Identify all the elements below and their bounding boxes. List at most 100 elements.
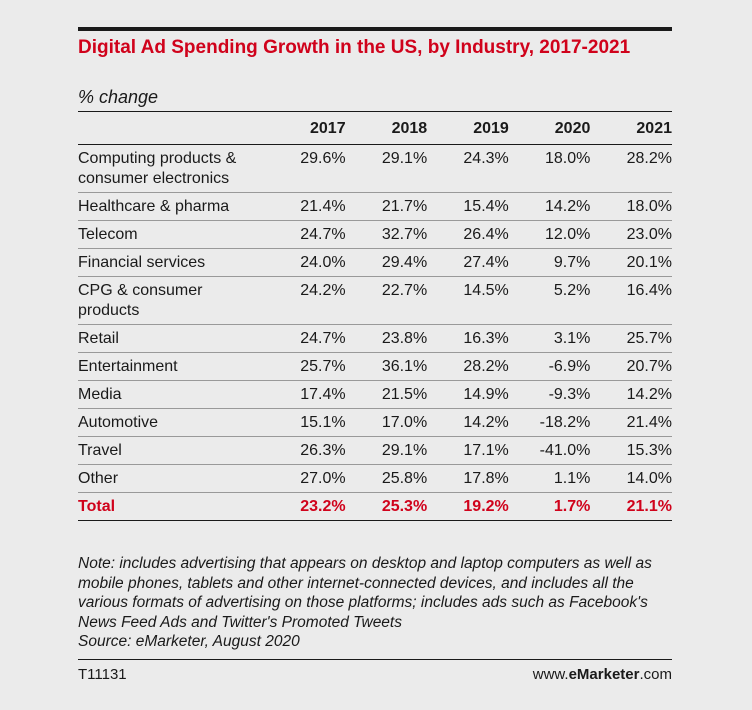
total-value-2020: 1.7% (508, 492, 591, 521)
value-cell-2020: -18.2% (508, 408, 591, 437)
value-cell-2019: 17.1% (427, 436, 509, 465)
table-row: CPG & consumer products 24.2% 22.7% 14.5% 5.… (78, 276, 672, 325)
value-cell-2021: 15.3% (590, 436, 672, 465)
value-cell-2020: 1.1% (508, 464, 591, 493)
value-cell-2019: 26.4% (427, 220, 509, 249)
value-cell-2017: 24.7% (264, 220, 346, 249)
value-cell-2017: 24.0% (264, 248, 346, 277)
value-cell-2017: 24.7% (264, 324, 346, 353)
row-header-cell (78, 111, 264, 145)
total-row: Total 23.2% 25.3% 19.2% 1.7% 21.1% (78, 492, 672, 521)
value-cell-2018: 21.7% (345, 192, 428, 221)
value-cell-2021: 20.1% (590, 248, 672, 277)
value-cell-2018: 23.8% (345, 324, 428, 353)
site-link[interactable]: www.eMarketer.com (533, 666, 672, 683)
site-prefix: www. (532, 666, 569, 683)
table-row: Computing products & consumer electronic… (78, 144, 672, 193)
column-header-2021: 2021 (590, 111, 672, 145)
value-cell-2017: 21.4% (264, 192, 346, 221)
data-table: 2017 2018 2019 2020 2021 Computing products … (78, 111, 672, 521)
value-cell-2021: 14.0% (590, 464, 672, 493)
table-row: Healthcare & pharma 21.4% 21.7% 15.4% 14.2% 1… (78, 192, 672, 221)
site-suffix: .com (639, 666, 672, 683)
table-row: Entertainment 25.7% 36.1% 28.2% -6.9% 20.7% (78, 352, 672, 381)
value-cell-2020: 5.2% (508, 276, 591, 325)
header-row: 2017 2018 2019 2020 2021 (78, 111, 672, 145)
total-value-2018: 25.3% (345, 492, 428, 521)
top-rule (78, 27, 672, 31)
value-cell-2019: 14.5% (427, 276, 509, 325)
value-cell-2019: 24.3% (427, 144, 509, 193)
value-cell-2017: 26.3% (264, 436, 346, 465)
value-cell-2017: 25.7% (264, 352, 346, 381)
table-row: Financial services 24.0% 29.4% 27.4% 9.7% 20.… (78, 248, 672, 277)
value-cell-2021: 14.2% (590, 380, 672, 409)
row-label: Other (78, 464, 264, 493)
note-text: Note: includes advertising that appears … (78, 555, 652, 631)
value-cell-2018: 17.0% (345, 408, 428, 437)
value-cell-2018: 21.5% (345, 380, 428, 409)
value-cell-2018: 29.1% (345, 436, 428, 465)
chart-id: T11131 (78, 666, 127, 683)
footer-rule (78, 659, 672, 660)
table-row: Media 17.4% 21.5% 14.9% -9.3% 14.2% (78, 380, 672, 409)
value-cell-2019: 28.2% (427, 352, 509, 381)
value-cell-2020: -6.9% (508, 352, 591, 381)
column-header-2017: 2017 (264, 111, 346, 145)
value-cell-2020: 9.7% (508, 248, 591, 277)
value-cell-2019: 16.3% (427, 324, 509, 353)
column-header-2019: 2019 (427, 111, 509, 145)
table-row: Travel 26.3% 29.1% 17.1% -41.0% 15.3% (78, 436, 672, 465)
value-cell-2019: 14.9% (427, 380, 509, 409)
value-cell-2017: 24.2% (264, 276, 346, 325)
value-cell-2020: 14.2% (508, 192, 591, 221)
value-cell-2017: 27.0% (264, 464, 346, 493)
column-header-2020: 2020 (508, 111, 591, 145)
value-cell-2017: 17.4% (264, 380, 346, 409)
total-value-2019: 19.2% (427, 492, 509, 521)
value-cell-2021: 21.4% (590, 408, 672, 437)
value-cell-2019: 17.8% (427, 464, 509, 493)
row-label: Telecom (78, 220, 264, 249)
site-brand: eMarketer (568, 666, 640, 683)
table-row: Other 27.0% 25.8% 17.8% 1.1% 14.0% (78, 464, 672, 493)
row-label: Entertainment (78, 352, 264, 381)
value-cell-2018: 22.7% (345, 276, 428, 325)
row-label: Media (78, 380, 264, 409)
value-cell-2021: 18.0% (590, 192, 672, 221)
value-cell-2017: 29.6% (264, 144, 346, 193)
footnote: Note: includes advertising that appears … (78, 554, 678, 652)
value-cell-2020: -41.0% (508, 436, 591, 465)
total-value-2017: 23.2% (264, 492, 346, 521)
row-label: CPG & consumer products (78, 276, 264, 325)
table-row: Automotive 15.1% 17.0% 14.2% -18.2% 21.4% (78, 408, 672, 437)
value-cell-2019: 27.4% (427, 248, 509, 277)
value-cell-2020: 18.0% (508, 144, 591, 193)
value-cell-2020: 12.0% (508, 220, 591, 249)
table-row: Retail 24.7% 23.8% 16.3% 3.1% 25.7% (78, 324, 672, 353)
total-label: Total (78, 492, 264, 521)
value-cell-2018: 29.4% (345, 248, 428, 277)
value-cell-2019: 15.4% (427, 192, 509, 221)
table-row: Telecom 24.7% 32.7% 26.4% 12.0% 23.0% (78, 220, 672, 249)
row-label: Computing products & consumer electronic… (78, 144, 264, 193)
row-label: Healthcare & pharma (78, 192, 264, 221)
table-body: Computing products & consumer electronic… (78, 144, 672, 521)
row-label: Automotive (78, 408, 264, 437)
value-cell-2020: 3.1% (508, 324, 591, 353)
value-cell-2018: 36.1% (345, 352, 428, 381)
value-cell-2019: 14.2% (427, 408, 509, 437)
value-cell-2017: 15.1% (264, 408, 346, 437)
source-text: Source: eMarketer, August 2020 (78, 633, 300, 651)
value-cell-2021: 25.7% (590, 324, 672, 353)
row-label: Retail (78, 324, 264, 353)
chart-subtitle: % change (78, 87, 159, 107)
column-header-2018: 2018 (345, 111, 428, 145)
chart-title: Digital Ad Spending Growth in the US, by… (78, 37, 631, 58)
value-cell-2021: 28.2% (590, 144, 672, 193)
value-cell-2021: 16.4% (590, 276, 672, 325)
value-cell-2018: 25.8% (345, 464, 428, 493)
total-value-2021: 21.1% (590, 492, 672, 521)
value-cell-2018: 32.7% (345, 220, 428, 249)
